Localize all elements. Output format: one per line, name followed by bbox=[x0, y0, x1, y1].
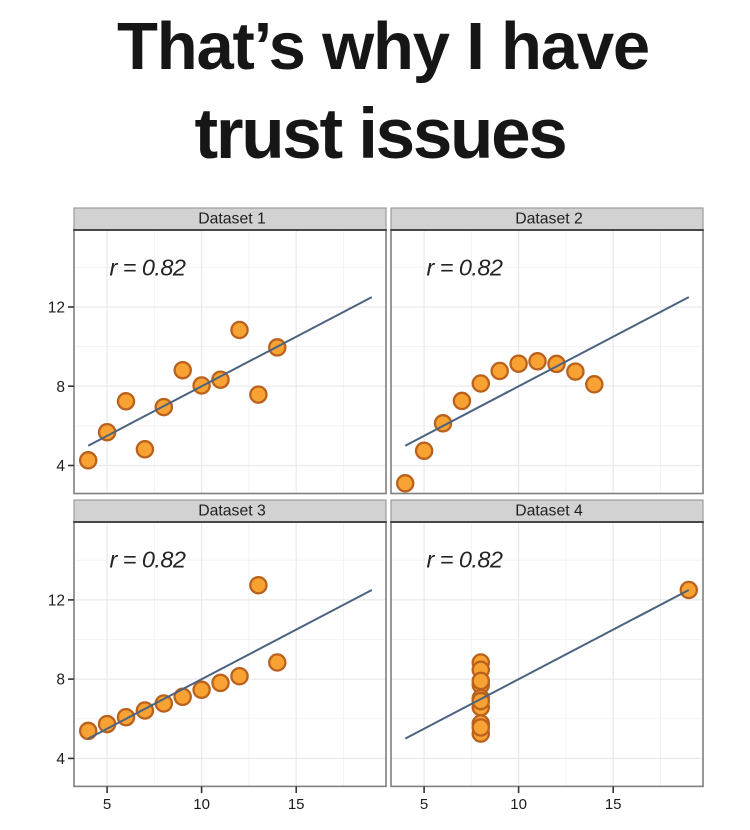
svg-text:r = 0.82: r = 0.82 bbox=[110, 547, 186, 573]
svg-text:Dataset 2: Dataset 2 bbox=[515, 211, 583, 228]
svg-text:r = 0.82: r = 0.82 bbox=[427, 547, 503, 573]
svg-text:12: 12 bbox=[48, 300, 65, 317]
svg-text:Dataset 3: Dataset 3 bbox=[198, 503, 266, 520]
svg-text:10: 10 bbox=[193, 796, 210, 813]
svg-text:5: 5 bbox=[420, 796, 428, 813]
svg-text:4: 4 bbox=[56, 458, 65, 475]
svg-text:15: 15 bbox=[605, 796, 622, 813]
svg-text:Dataset 4: Dataset 4 bbox=[515, 503, 583, 520]
svg-text:12: 12 bbox=[48, 592, 65, 609]
svg-text:That’s why I have: That’s why I have bbox=[117, 9, 649, 84]
svg-text:5: 5 bbox=[103, 796, 111, 813]
svg-text:4: 4 bbox=[56, 751, 65, 768]
svg-text:8: 8 bbox=[56, 379, 65, 396]
svg-text:10: 10 bbox=[510, 796, 527, 813]
svg-text:15: 15 bbox=[288, 796, 305, 813]
svg-text:8: 8 bbox=[56, 672, 65, 689]
svg-text:Dataset 1: Dataset 1 bbox=[198, 211, 266, 228]
svg-text:trust issues: trust issues bbox=[195, 95, 566, 174]
svg-text:r = 0.82: r = 0.82 bbox=[427, 255, 503, 281]
svg-text:r = 0.82: r = 0.82 bbox=[110, 255, 186, 281]
